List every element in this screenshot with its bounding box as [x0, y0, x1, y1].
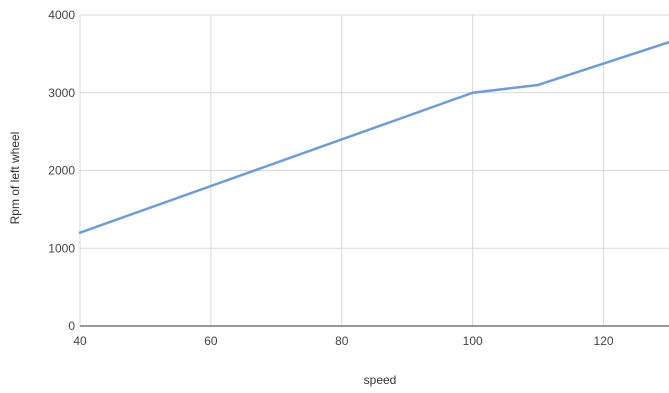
y-tick-label: 3000	[48, 86, 75, 100]
y-tick-label: 4000	[48, 8, 75, 22]
x-tick-label: 40	[73, 334, 87, 348]
x-tick-label: 80	[335, 334, 349, 348]
y-tick-label: 0	[68, 319, 75, 333]
x-tick-label: 100	[463, 334, 483, 348]
y-axis-label: Rpm of left wheel	[8, 132, 22, 225]
x-tick-label: 60	[204, 334, 218, 348]
y-tick-label: 1000	[48, 241, 75, 255]
series-layer	[78, 40, 669, 234]
grid	[79, 14, 669, 326]
x-tick-label: 120	[594, 334, 614, 348]
series-line	[78, 40, 669, 234]
x-axis-label: speed	[364, 373, 397, 387]
axes: 0 1000 2000 3000 4000 40 60 80 100 120	[48, 8, 669, 348]
y-tick-label: 2000	[48, 164, 75, 178]
